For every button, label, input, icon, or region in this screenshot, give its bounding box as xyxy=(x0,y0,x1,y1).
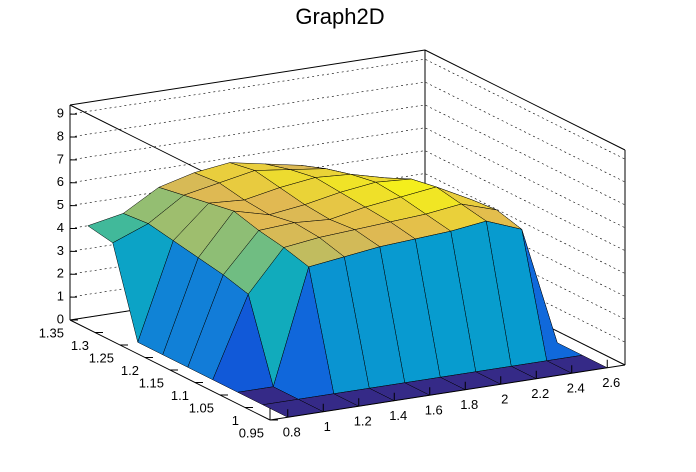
x-tick-label: 2.4 xyxy=(567,381,585,396)
y-tick-label: 1.2 xyxy=(121,363,139,378)
box-edge xyxy=(69,49,426,106)
x-tick-label: 1 xyxy=(324,419,331,434)
x-tick-label: 1.2 xyxy=(354,414,372,429)
z-tick-label: 5 xyxy=(57,197,64,212)
y-tick-label: 1.3 xyxy=(71,338,89,353)
y-tick-label: 1.25 xyxy=(89,350,114,365)
z-tick-label: 6 xyxy=(57,174,64,189)
x-tick-label: 1.6 xyxy=(425,403,443,418)
z-tick-label: 3 xyxy=(57,243,64,258)
y-tick-label: 1.15 xyxy=(139,375,164,390)
z-tick-label: 2 xyxy=(57,266,64,281)
x-tick-label: 0.8 xyxy=(283,425,301,440)
x-tick-label: 2.6 xyxy=(602,375,620,390)
axes: 0 1 2 3 4 5 6 7 8 9 0.8 1 1.2 1.4 1.6 1.8 2 2.2 2.4 2.6 0.95… xyxy=(39,105,626,440)
x-tick-label: 1.8 xyxy=(460,397,478,412)
y-tick-label: 1.05 xyxy=(189,400,214,415)
box-edge xyxy=(424,49,626,151)
z-tick-label: 8 xyxy=(57,128,64,143)
x-tick-label: 2.2 xyxy=(531,386,549,401)
y-tick-label: 1 xyxy=(232,413,239,428)
z-tick-label: 9 xyxy=(57,106,64,121)
z-tick-label: 1 xyxy=(57,289,64,304)
x-axis xyxy=(269,364,626,421)
z-tick-label: 7 xyxy=(57,151,64,166)
surface xyxy=(87,162,609,418)
y-tick-label: 1.35 xyxy=(39,325,64,340)
z-tick-label: 0 xyxy=(57,311,64,326)
y-tick-label: 0.95 xyxy=(239,425,264,440)
y-tick-label: 1.1 xyxy=(171,388,189,403)
chart-title: Graph2D xyxy=(295,4,384,29)
z-tick-label: 4 xyxy=(57,220,64,235)
x-tick-label: 1.4 xyxy=(389,408,407,423)
x-tick-label: 2 xyxy=(501,392,508,407)
